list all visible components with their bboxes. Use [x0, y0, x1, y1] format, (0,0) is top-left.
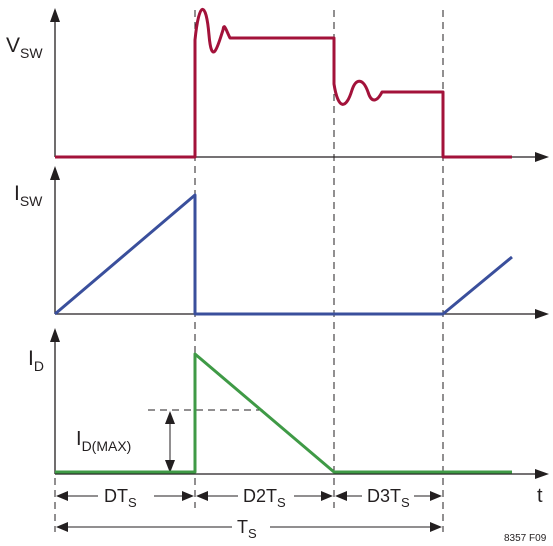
interval-d2ts-label: D2TS: [243, 486, 286, 510]
vsw-y-arrow: [50, 8, 60, 22]
vsw-waveform: [55, 7, 512, 159]
interval-dts-label: DTS: [104, 486, 137, 510]
isw-x-arrow: [535, 309, 549, 319]
interval-d3ts-label: D3TS: [367, 486, 410, 510]
vsw-x-arrow: [535, 152, 549, 162]
idmax-arrow-top: [165, 411, 175, 424]
isw-y-arrow: [50, 166, 60, 180]
figure-id: 8357 F09: [504, 533, 547, 544]
vsw-panel: VSW: [6, 7, 549, 162]
id-label: ID: [28, 347, 44, 374]
id-waveform: [55, 352, 512, 474]
isw-panel: ISW: [14, 166, 549, 319]
isw-waveform: [54, 193, 513, 316]
isw-label: ISW: [14, 182, 43, 209]
interval-ts-label: TS: [237, 517, 257, 541]
time-axis-label: t: [537, 485, 543, 507]
id-x-arrow: [535, 469, 549, 479]
idmax-label: ID(MAX): [76, 428, 131, 454]
interval-dimensions: DTS D2TS D3TS TS: [56, 486, 442, 541]
vsw-label: VSW: [6, 34, 43, 61]
id-y-arrow: [50, 328, 60, 342]
id-panel: ID ID(MAX): [28, 328, 549, 479]
idmax-arrow-bottom: [165, 460, 175, 473]
